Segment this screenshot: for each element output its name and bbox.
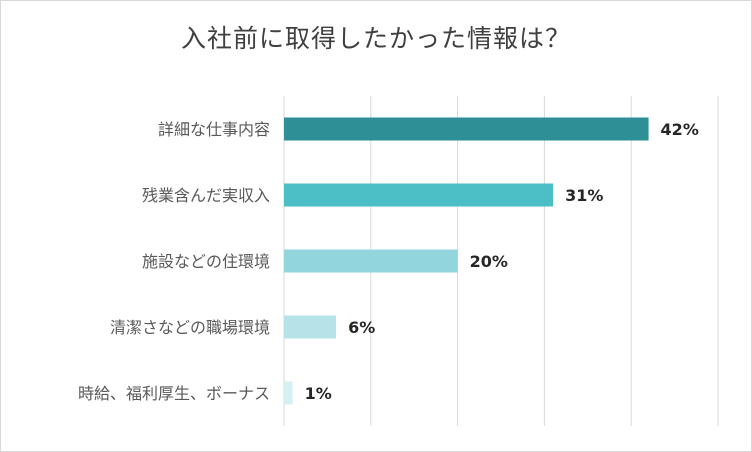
category-label: 詳細な仕事内容 — [158, 120, 270, 139]
bar — [284, 183, 554, 207]
value-label: 1% — [305, 384, 332, 403]
chart-title: 入社前に取得したかった情報は？ — [180, 24, 571, 53]
bar — [284, 315, 337, 339]
value-label: 20% — [470, 252, 508, 271]
category-label: 清潔さなどの職場環境 — [110, 318, 270, 337]
bar — [284, 117, 649, 141]
bar — [284, 249, 458, 273]
category-label: 時給、福利厚生、ボーナス — [78, 384, 270, 403]
value-label: 6% — [348, 318, 375, 337]
value-label: 31% — [565, 186, 603, 205]
category-label: 残業含んだ実収入 — [142, 186, 270, 205]
category-label: 施設などの住環境 — [142, 252, 270, 271]
value-label: 42% — [661, 120, 699, 139]
bar — [284, 381, 293, 405]
